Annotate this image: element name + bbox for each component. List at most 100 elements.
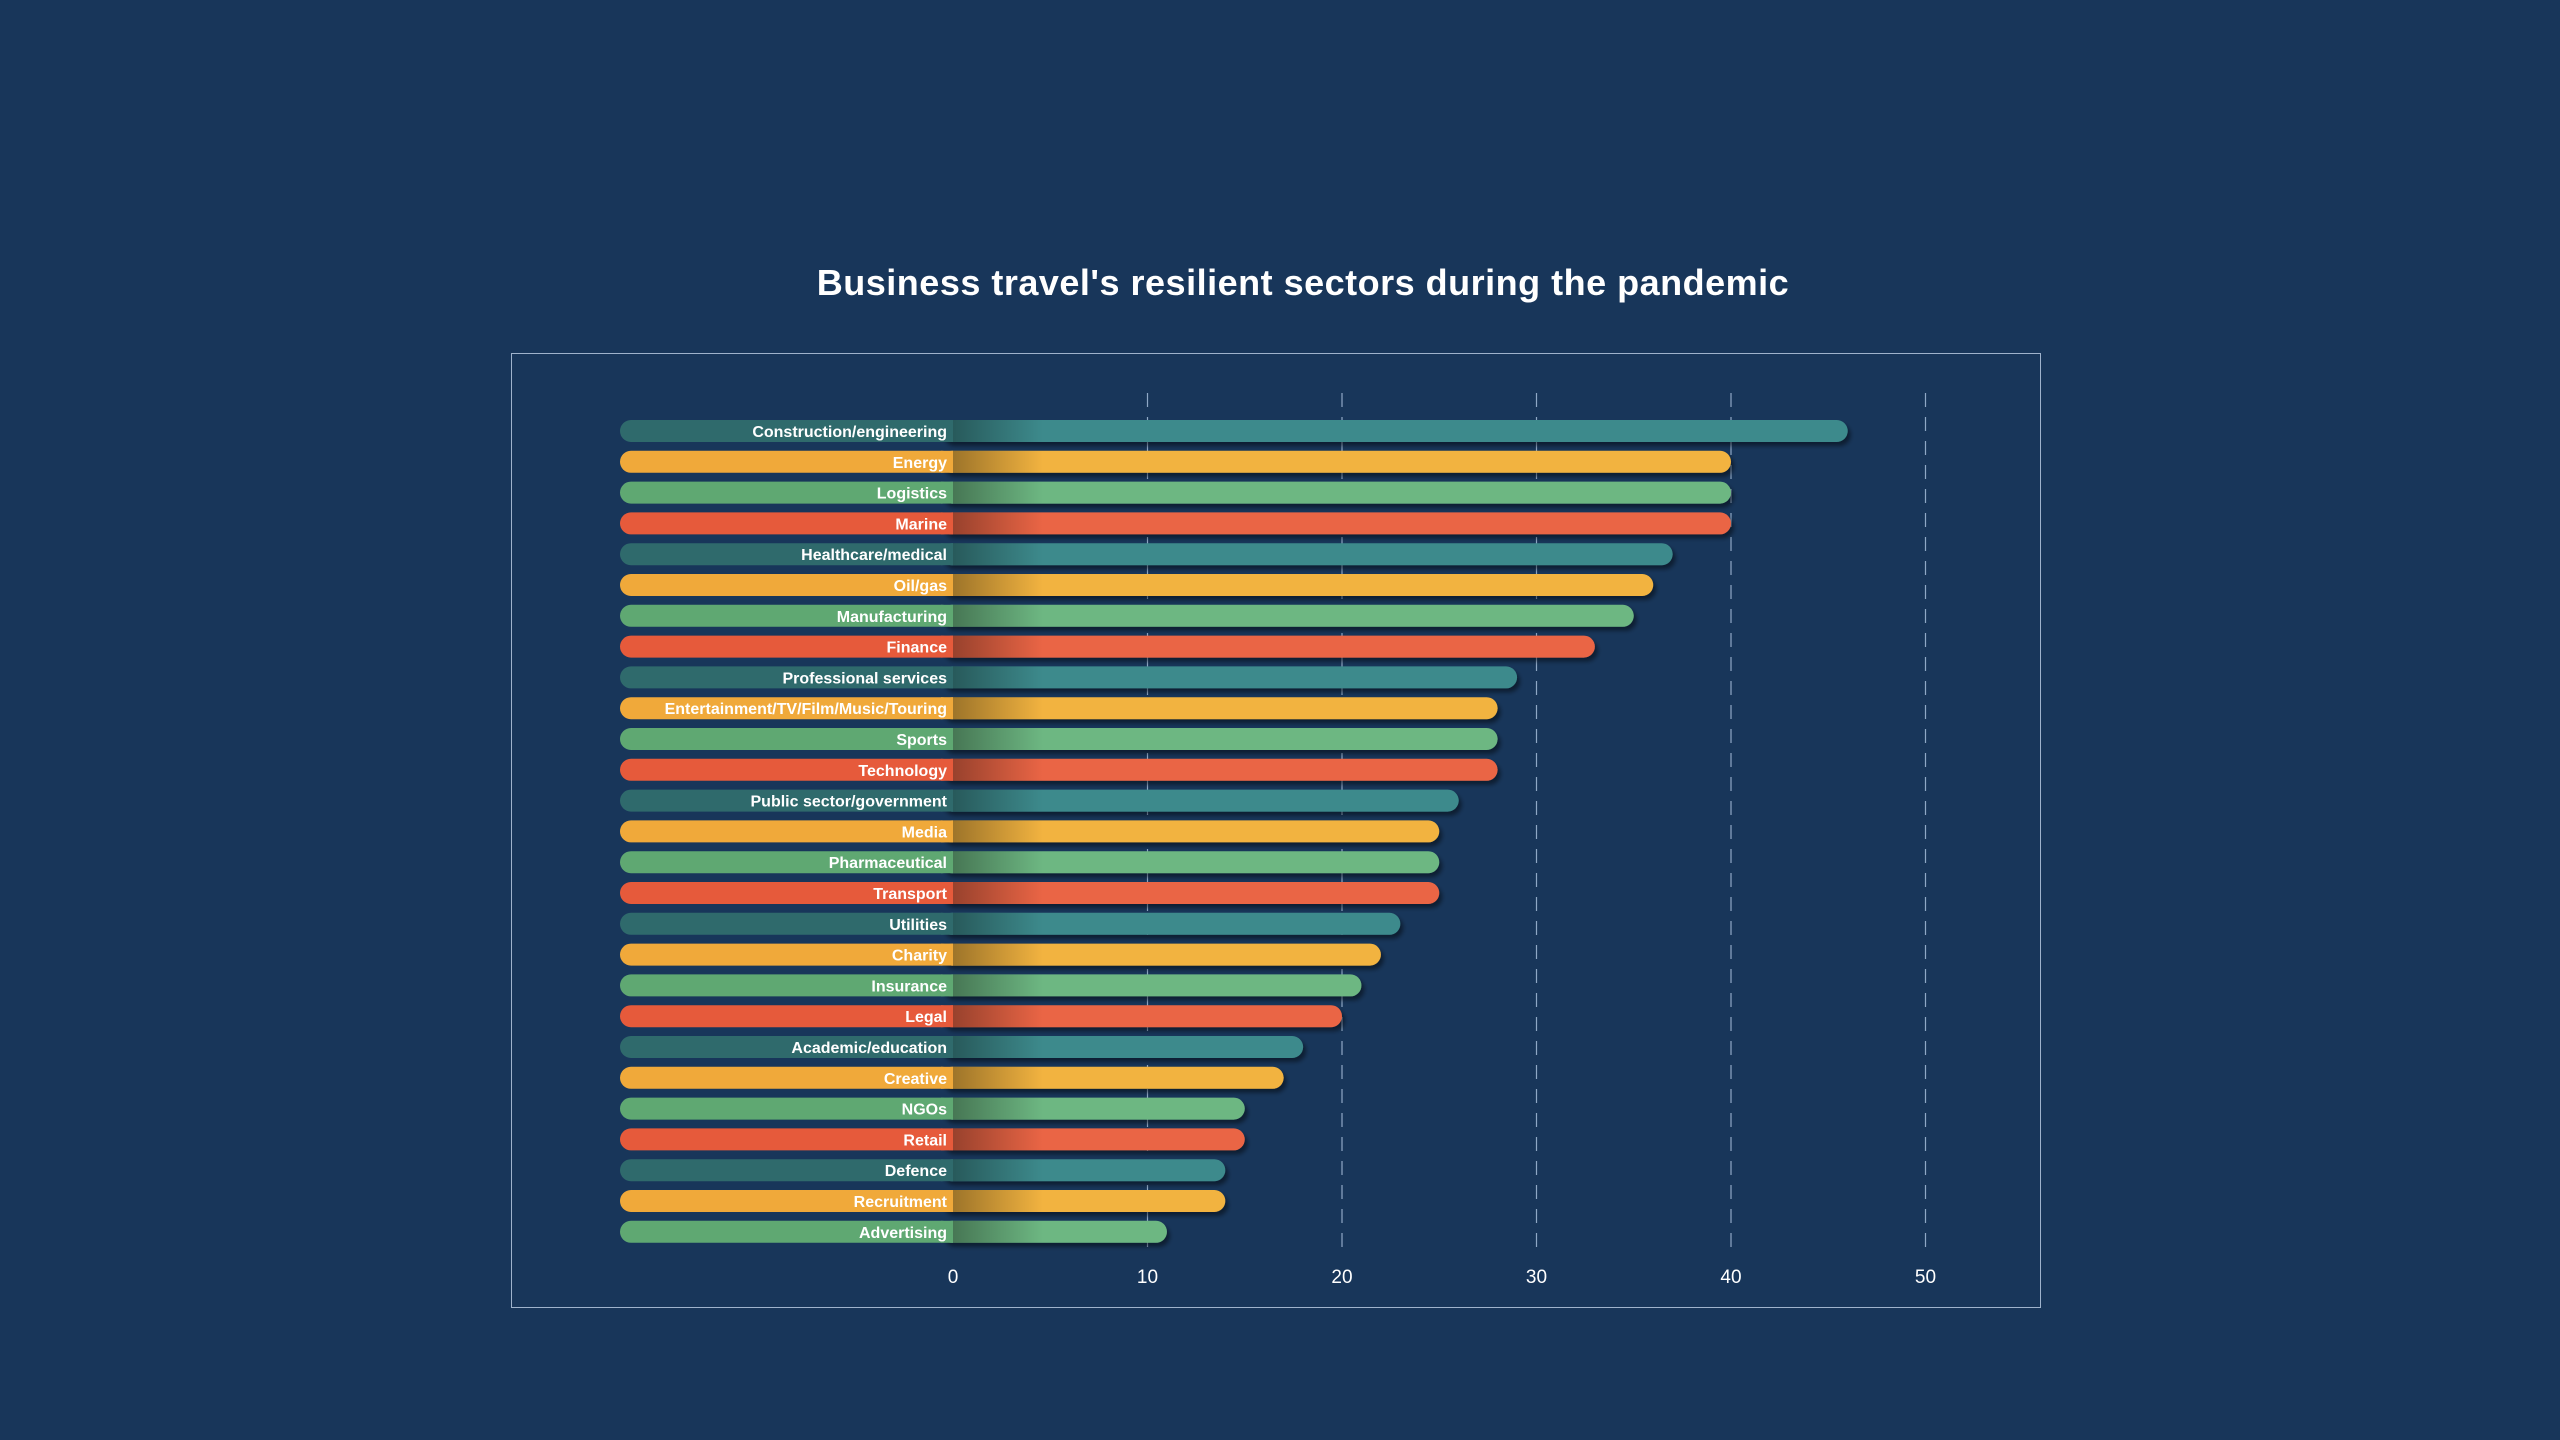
bar-label-pill-edge [941,943,953,966]
bar-shade [953,1036,1043,1058]
bar-label-pill [620,481,953,504]
x-tick-label: 0 [948,1267,959,1288]
category-label: Sports [896,732,947,749]
category-label: Insurance [871,978,947,995]
bar-label-pill-edge [941,666,953,689]
bar [941,574,1654,596]
bar-shade [953,543,1043,566]
bar-label-pill-edge [941,420,953,442]
x-tick-label: 30 [1526,1267,1547,1288]
bar-label-pill-edge [941,1128,953,1151]
category-label: Public sector/government [751,794,948,811]
bar-shade [953,1005,1043,1028]
bar-label-pill-edge [941,974,953,997]
category-label: Manufacturing [837,609,947,626]
category-label: Finance [887,640,948,657]
bar-row: Legal [620,1005,1342,1028]
bar [941,543,1673,566]
x-tick-label: 40 [1720,1267,1741,1288]
bar-shade [953,512,1043,535]
bar-row: Logistics [620,481,1731,504]
bar-label-pill [620,1220,953,1243]
bar-label-pill-edge [941,758,953,781]
bar-row: Public sector/government [620,789,1459,812]
category-label: Advertising [859,1225,947,1242]
bar [941,882,1440,904]
x-tick-label: 50 [1915,1267,1936,1288]
bar-shade [953,1220,1043,1243]
bar [941,789,1459,812]
category-label: Creative [884,1071,947,1088]
bar-label-pill [620,882,953,904]
bar-row: Transport [620,882,1440,904]
chart-title: Business travel's resilient sectors duri… [816,262,1790,303]
bar-label-pill-edge [941,512,953,535]
category-label: Oil/gas [894,578,947,595]
bar-shade [953,697,1043,720]
bar-label-pill-edge [941,1190,953,1212]
bar [941,635,1595,658]
bar [941,974,1362,997]
bar-row: Advertising [620,1220,1167,1243]
bar-row: Marine [620,512,1731,535]
category-label: Legal [905,1009,947,1026]
category-label: Professional services [782,670,947,687]
bar-label-pill-edge [941,1220,953,1243]
category-label: Technology [858,763,947,780]
bar-label-pill-edge [941,543,953,566]
bar-label-pill [620,851,953,874]
bar-row: Charity [620,943,1381,966]
category-label: Entertainment/TV/Film/Music/Touring [665,701,947,718]
bar-shade [953,1190,1043,1212]
x-axis: 0 10 20 30 40 50 [948,1267,1936,1288]
bar [941,450,1731,473]
bar-shade [953,758,1043,781]
bar-row: Professional services [620,666,1518,689]
bar-shade [953,912,1043,935]
bar-label-pill [620,820,953,843]
bar-label-pill-edge [941,574,953,596]
bar-label-pill [620,1097,953,1120]
bar-label-pill [620,1005,953,1028]
bar-label-pill [620,420,953,442]
bar-label-pill-edge [941,1036,953,1058]
bar-row: Pharmaceutical [620,851,1440,874]
category-label: Retail [903,1132,947,1149]
bar [941,912,1401,935]
bar-shade [953,882,1043,904]
bar-label-pill [620,635,953,658]
bar-shade [953,789,1043,812]
category-label: Academic/education [791,1040,947,1057]
bars: Construction/engineering Energy Logistics M… [620,420,1848,1243]
bar-label-pill-edge [941,851,953,874]
bar-label-pill [620,666,953,689]
category-label: Logistics [877,486,947,503]
bar [941,943,1381,966]
category-label: Defence [885,1163,947,1180]
bar-shade [953,943,1043,966]
bar-shade [953,820,1043,843]
category-label: Transport [873,886,947,903]
bar-row: Entertainment/TV/Film/Music/Touring [620,697,1498,720]
bar-label-pill-edge [941,697,953,720]
category-label: NGOs [902,1102,947,1119]
category-label: Pharmaceutical [829,855,947,872]
category-label: Energy [893,455,947,472]
bar [941,604,1634,627]
bar-shade [953,1159,1043,1182]
bar-label-pill [620,728,953,750]
bar-label-pill-edge [941,1005,953,1028]
bar-row: Manufacturing [620,604,1634,627]
bar-label-pill-edge [941,1066,953,1089]
bar-shade [953,851,1043,874]
bar-label-pill [620,450,953,473]
bar [941,728,1498,750]
bar-row: Technology [620,758,1498,781]
bar [941,851,1440,874]
bar [941,420,1848,442]
bar-shade [953,1128,1043,1151]
bar-shade [953,635,1043,658]
bar-row: Defence [620,1159,1226,1182]
category-label: Charity [892,948,947,965]
category-label: Utilities [889,917,947,934]
